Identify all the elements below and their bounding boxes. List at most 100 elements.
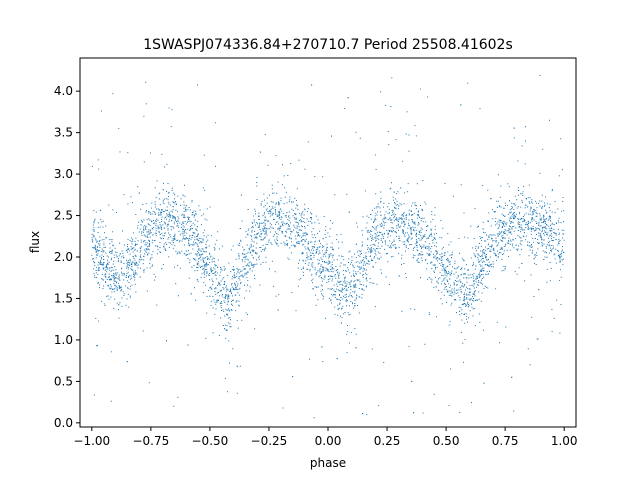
data-point bbox=[101, 239, 103, 241]
data-point bbox=[559, 279, 561, 281]
data-point bbox=[118, 317, 120, 319]
data-point bbox=[380, 239, 382, 241]
data-point bbox=[418, 233, 420, 235]
data-point bbox=[205, 247, 207, 249]
data-point bbox=[543, 219, 545, 221]
data-point bbox=[232, 245, 234, 247]
data-point bbox=[197, 233, 199, 235]
data-point bbox=[389, 212, 390, 214]
data-point bbox=[460, 269, 462, 270]
data-point bbox=[134, 279, 136, 281]
data-point bbox=[488, 236, 490, 238]
data-point bbox=[327, 288, 329, 290]
data-point bbox=[501, 240, 503, 242]
data-point bbox=[468, 317, 469, 319]
data-point bbox=[368, 230, 370, 232]
data-point bbox=[227, 297, 229, 299]
data-point bbox=[327, 263, 329, 265]
data-point bbox=[116, 251, 118, 253]
data-point bbox=[513, 225, 515, 227]
data-point bbox=[284, 187, 286, 189]
data-point bbox=[492, 261, 494, 263]
data-point bbox=[327, 279, 329, 280]
data-point bbox=[495, 237, 497, 239]
data-point bbox=[436, 281, 438, 283]
data-point bbox=[342, 284, 344, 286]
data-point bbox=[330, 220, 331, 222]
data-point bbox=[276, 238, 278, 240]
data-point bbox=[527, 226, 529, 228]
data-point bbox=[517, 206, 519, 208]
data-point bbox=[371, 282, 373, 284]
data-point bbox=[134, 254, 136, 256]
data-point bbox=[271, 260, 273, 262]
data-point bbox=[476, 286, 478, 288]
data-point bbox=[408, 219, 410, 221]
data-point bbox=[312, 252, 314, 254]
data-point bbox=[397, 220, 399, 222]
data-point bbox=[320, 272, 322, 274]
data-point bbox=[410, 308, 412, 310]
data-point bbox=[371, 250, 373, 252]
data-point bbox=[550, 224, 551, 226]
data-point bbox=[537, 224, 539, 226]
data-point bbox=[215, 286, 217, 288]
data-point bbox=[345, 296, 347, 298]
data-point bbox=[433, 393, 435, 395]
data-point bbox=[141, 246, 142, 248]
data-point bbox=[172, 238, 174, 240]
data-point bbox=[543, 215, 545, 217]
data-point bbox=[258, 256, 260, 258]
data-point bbox=[477, 276, 479, 278]
data-point bbox=[127, 152, 129, 154]
data-point bbox=[155, 227, 157, 229]
data-point bbox=[193, 244, 195, 246]
data-point bbox=[462, 285, 464, 287]
data-point bbox=[326, 243, 328, 245]
data-point bbox=[240, 194, 242, 196]
data-point bbox=[503, 220, 505, 222]
data-point bbox=[510, 223, 512, 224]
data-point bbox=[414, 223, 416, 225]
data-point bbox=[346, 305, 347, 307]
data-point bbox=[383, 217, 385, 219]
data-point bbox=[510, 240, 512, 242]
data-point bbox=[116, 272, 118, 274]
data-point bbox=[116, 288, 118, 290]
data-point bbox=[331, 264, 333, 266]
data-point bbox=[395, 207, 397, 209]
data-point bbox=[102, 278, 104, 280]
data-point bbox=[266, 208, 268, 210]
data-point bbox=[310, 257, 312, 259]
data-point bbox=[513, 209, 515, 210]
data-point bbox=[217, 300, 219, 302]
data-point bbox=[414, 227, 416, 228]
data-point bbox=[134, 273, 136, 274]
data-point bbox=[251, 254, 253, 256]
data-point bbox=[527, 225, 529, 227]
data-point bbox=[263, 248, 265, 250]
data-point bbox=[474, 325, 476, 327]
data-point bbox=[447, 265, 449, 267]
data-point bbox=[558, 233, 560, 235]
data-point bbox=[201, 273, 203, 275]
data-point bbox=[290, 252, 292, 254]
data-point bbox=[337, 274, 339, 276]
data-point bbox=[352, 291, 354, 293]
data-point bbox=[499, 251, 500, 253]
data-point bbox=[390, 106, 392, 107]
data-point bbox=[250, 244, 252, 246]
data-point bbox=[107, 285, 109, 287]
data-point bbox=[428, 249, 430, 251]
data-point bbox=[545, 218, 547, 220]
data-point bbox=[456, 280, 458, 282]
data-point bbox=[275, 210, 276, 212]
data-point bbox=[100, 262, 102, 264]
data-point bbox=[162, 211, 164, 213]
data-point bbox=[320, 272, 322, 274]
data-point bbox=[412, 226, 414, 228]
data-point bbox=[113, 254, 115, 256]
data-point bbox=[177, 195, 179, 197]
data-point bbox=[94, 277, 96, 279]
data-point bbox=[368, 260, 370, 262]
